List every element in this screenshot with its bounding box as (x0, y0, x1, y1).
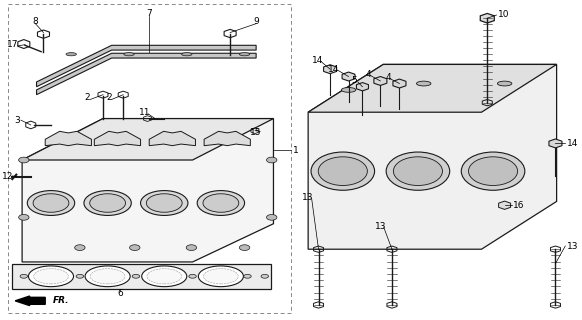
Ellipse shape (318, 157, 367, 186)
Text: 15: 15 (250, 128, 262, 137)
Polygon shape (37, 45, 256, 87)
Ellipse shape (90, 269, 125, 284)
Ellipse shape (74, 245, 85, 251)
Text: 14: 14 (328, 65, 339, 74)
Polygon shape (204, 131, 250, 146)
Polygon shape (393, 79, 406, 88)
Text: 5: 5 (352, 76, 357, 85)
Ellipse shape (130, 245, 140, 251)
Ellipse shape (19, 214, 29, 220)
Polygon shape (374, 76, 387, 85)
Ellipse shape (186, 245, 197, 251)
Polygon shape (549, 139, 562, 148)
Ellipse shape (386, 152, 450, 190)
Ellipse shape (19, 157, 29, 163)
Ellipse shape (85, 266, 130, 287)
Text: 9: 9 (253, 17, 259, 26)
Polygon shape (499, 201, 510, 209)
Ellipse shape (20, 274, 27, 278)
Ellipse shape (239, 245, 250, 251)
Text: 7: 7 (146, 9, 152, 18)
Ellipse shape (203, 194, 239, 212)
Ellipse shape (239, 52, 250, 56)
Ellipse shape (141, 191, 188, 215)
Polygon shape (22, 119, 274, 262)
Ellipse shape (146, 194, 182, 212)
Polygon shape (308, 64, 556, 249)
Text: 13: 13 (303, 193, 314, 202)
Polygon shape (480, 13, 494, 23)
Polygon shape (45, 131, 91, 146)
Ellipse shape (29, 266, 73, 287)
Text: 17: 17 (6, 40, 18, 49)
Polygon shape (324, 65, 336, 74)
FancyArrow shape (15, 296, 45, 306)
Ellipse shape (342, 87, 356, 92)
Ellipse shape (244, 274, 251, 278)
Text: 1: 1 (293, 146, 299, 155)
Ellipse shape (132, 274, 140, 278)
Ellipse shape (417, 81, 431, 86)
Polygon shape (342, 72, 355, 81)
Ellipse shape (261, 274, 268, 278)
Ellipse shape (198, 266, 243, 287)
Ellipse shape (147, 269, 182, 284)
Text: FR.: FR. (53, 296, 69, 305)
Ellipse shape (141, 266, 187, 287)
Ellipse shape (90, 194, 126, 212)
Text: 2: 2 (106, 93, 112, 102)
Text: 6: 6 (118, 289, 123, 298)
Text: 8: 8 (33, 17, 38, 26)
Text: 13: 13 (567, 242, 579, 251)
Text: 4: 4 (365, 70, 371, 79)
Polygon shape (94, 131, 141, 146)
Polygon shape (37, 53, 256, 95)
Ellipse shape (34, 269, 68, 284)
Ellipse shape (469, 157, 517, 186)
Text: 11: 11 (140, 108, 151, 117)
Ellipse shape (462, 152, 525, 190)
Ellipse shape (124, 52, 134, 56)
Ellipse shape (84, 191, 132, 215)
Ellipse shape (498, 81, 512, 86)
Bar (8, 4, 291, 313)
Ellipse shape (27, 191, 74, 215)
Polygon shape (308, 64, 556, 112)
Text: 16: 16 (513, 201, 525, 210)
Text: 2: 2 (84, 93, 90, 102)
Text: 10: 10 (498, 10, 509, 19)
Ellipse shape (267, 214, 277, 220)
Text: 13: 13 (375, 222, 386, 231)
Ellipse shape (393, 157, 442, 186)
Ellipse shape (197, 191, 244, 215)
Text: 3: 3 (15, 116, 20, 125)
Polygon shape (149, 131, 196, 146)
Text: 4: 4 (385, 73, 391, 82)
Polygon shape (22, 119, 274, 160)
Text: 12: 12 (2, 172, 13, 181)
Text: 14: 14 (567, 139, 579, 148)
Polygon shape (356, 83, 368, 91)
Ellipse shape (267, 157, 277, 163)
Ellipse shape (33, 194, 69, 212)
Text: 14: 14 (312, 56, 323, 65)
Ellipse shape (311, 152, 375, 190)
Ellipse shape (189, 274, 196, 278)
Ellipse shape (76, 274, 84, 278)
Ellipse shape (66, 52, 76, 56)
Ellipse shape (204, 269, 238, 284)
Polygon shape (12, 264, 271, 289)
Ellipse shape (182, 52, 192, 56)
